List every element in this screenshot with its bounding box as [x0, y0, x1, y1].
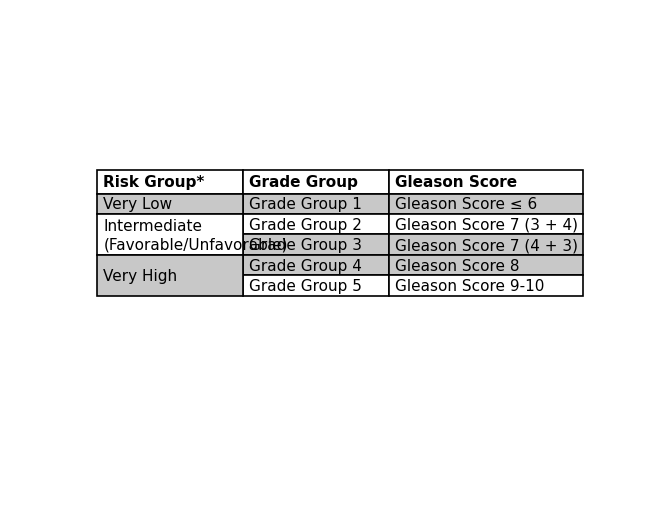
Text: Grade Group 1: Grade Group 1 — [249, 197, 362, 212]
FancyBboxPatch shape — [388, 171, 583, 194]
FancyBboxPatch shape — [388, 235, 583, 256]
Text: Very Low: Very Low — [104, 197, 173, 212]
Text: Intermediate
(Favorable/Unfavorable): Intermediate (Favorable/Unfavorable) — [104, 218, 288, 252]
FancyBboxPatch shape — [243, 171, 388, 194]
FancyBboxPatch shape — [243, 256, 388, 276]
FancyBboxPatch shape — [243, 235, 388, 256]
FancyBboxPatch shape — [97, 256, 243, 296]
FancyBboxPatch shape — [243, 194, 388, 215]
Text: Gleason Score 8: Gleason Score 8 — [395, 258, 519, 273]
Text: Gleason Score 7 (4 + 3): Gleason Score 7 (4 + 3) — [395, 238, 578, 252]
FancyBboxPatch shape — [388, 215, 583, 235]
Text: Grade Group 2: Grade Group 2 — [249, 217, 362, 232]
Text: Grade Group 4: Grade Group 4 — [249, 258, 362, 273]
Text: Very High: Very High — [104, 268, 178, 284]
Text: Gleason Score: Gleason Score — [395, 175, 517, 190]
FancyBboxPatch shape — [388, 276, 583, 296]
FancyBboxPatch shape — [243, 215, 388, 235]
Text: Grade Group: Grade Group — [249, 175, 358, 190]
FancyBboxPatch shape — [388, 194, 583, 215]
FancyBboxPatch shape — [97, 215, 243, 256]
Text: Grade Group 3: Grade Group 3 — [249, 238, 362, 252]
Text: Grade Group 5: Grade Group 5 — [249, 278, 362, 294]
Text: Gleason Score 7 (3 + 4): Gleason Score 7 (3 + 4) — [395, 217, 578, 232]
Text: Gleason Score 9-10: Gleason Score 9-10 — [395, 278, 544, 294]
FancyBboxPatch shape — [243, 276, 388, 296]
FancyBboxPatch shape — [97, 194, 243, 215]
Text: Risk Group*: Risk Group* — [104, 175, 205, 190]
FancyBboxPatch shape — [97, 171, 243, 194]
FancyBboxPatch shape — [388, 256, 583, 276]
Text: Gleason Score ≤ 6: Gleason Score ≤ 6 — [395, 197, 537, 212]
